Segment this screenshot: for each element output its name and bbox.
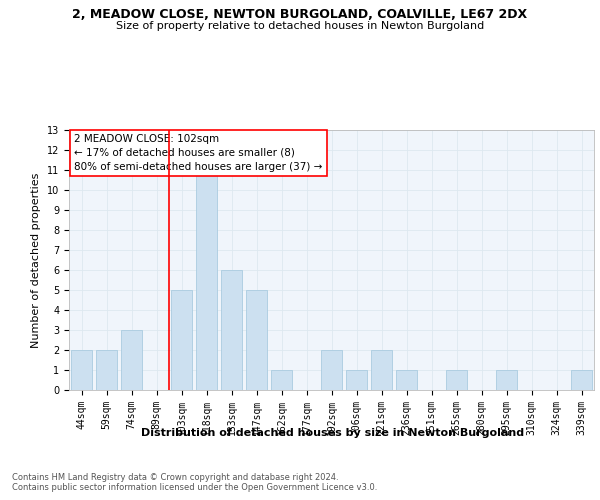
Bar [246,290,267,390]
Bar [71,350,92,390]
Bar [346,370,367,390]
Text: 2 MEADOW CLOSE: 102sqm
← 17% of detached houses are smaller (8)
80% of semi-deta: 2 MEADOW CLOSE: 102sqm ← 17% of detached… [74,134,323,172]
Bar [121,330,142,390]
Bar [221,270,242,390]
Y-axis label: Number of detached properties: Number of detached properties [31,172,41,348]
Text: Size of property relative to detached houses in Newton Burgoland: Size of property relative to detached ho… [116,21,484,31]
Bar [396,370,417,390]
Bar [196,170,217,390]
Bar [571,370,592,390]
Bar [446,370,467,390]
Bar [96,350,117,390]
Text: Contains HM Land Registry data © Crown copyright and database right 2024.: Contains HM Land Registry data © Crown c… [12,472,338,482]
Bar [371,350,392,390]
Bar [271,370,292,390]
Text: 2, MEADOW CLOSE, NEWTON BURGOLAND, COALVILLE, LE67 2DX: 2, MEADOW CLOSE, NEWTON BURGOLAND, COALV… [73,8,527,20]
Bar [171,290,192,390]
Text: Contains public sector information licensed under the Open Government Licence v3: Contains public sector information licen… [12,482,377,492]
Bar [496,370,517,390]
Text: Distribution of detached houses by size in Newton Burgoland: Distribution of detached houses by size … [142,428,524,438]
Bar [321,350,342,390]
